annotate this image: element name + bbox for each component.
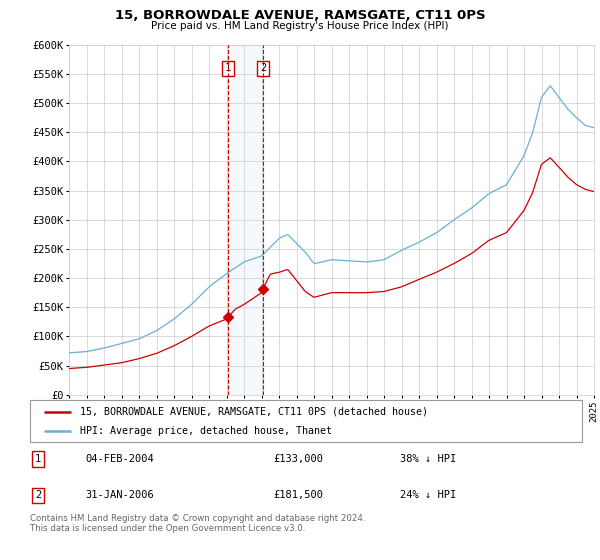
- Text: Price paid vs. HM Land Registry's House Price Index (HPI): Price paid vs. HM Land Registry's House …: [151, 21, 449, 31]
- Text: 31-JAN-2006: 31-JAN-2006: [85, 491, 154, 501]
- Text: 15, BORROWDALE AVENUE, RAMSGATE, CT11 0PS (detached house): 15, BORROWDALE AVENUE, RAMSGATE, CT11 0P…: [80, 407, 428, 417]
- Text: 1: 1: [225, 63, 231, 73]
- Text: 24% ↓ HPI: 24% ↓ HPI: [400, 491, 456, 501]
- Text: 2: 2: [260, 63, 266, 73]
- Text: Contains HM Land Registry data © Crown copyright and database right 2024.
This d: Contains HM Land Registry data © Crown c…: [30, 514, 365, 533]
- Text: HPI: Average price, detached house, Thanet: HPI: Average price, detached house, Than…: [80, 426, 332, 436]
- Text: £181,500: £181,500: [273, 491, 323, 501]
- Bar: [228, 45, 263, 395]
- Text: 04-FEB-2004: 04-FEB-2004: [85, 454, 154, 464]
- Text: 15, BORROWDALE AVENUE, RAMSGATE, CT11 0PS: 15, BORROWDALE AVENUE, RAMSGATE, CT11 0P…: [115, 9, 485, 22]
- FancyBboxPatch shape: [30, 400, 582, 442]
- Text: 38% ↓ HPI: 38% ↓ HPI: [400, 454, 456, 464]
- Text: £133,000: £133,000: [273, 454, 323, 464]
- Text: 1: 1: [35, 454, 41, 464]
- Text: 2: 2: [35, 491, 41, 501]
